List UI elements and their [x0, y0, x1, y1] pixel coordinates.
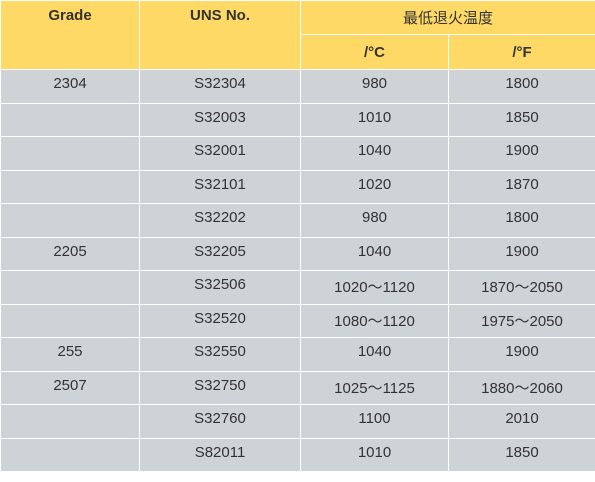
grade-cell: 2205 [0, 236, 140, 271]
table-row: S32760 1100 2010 [0, 404, 595, 439]
table-row: 255 S32550 1040 1900 [0, 337, 595, 372]
table-row: 2205 S32205 1040 1900 [0, 236, 595, 271]
uns-cell: S32202 [139, 203, 301, 238]
celsius-cell: 1010 [300, 437, 449, 472]
celsius-cell: 1100 [300, 404, 449, 439]
header-uns-no: UNS No. [139, 0, 301, 70]
uns-cell: S32003 [139, 102, 301, 137]
celsius-cell: 1040 [300, 337, 449, 372]
table-row: S82011 1010 1850 [0, 437, 595, 472]
uns-cell: S32760 [139, 404, 301, 439]
celsius-cell: 1025～1125 [300, 370, 449, 405]
annealing-temperature-table: Grade UNS No. 最低退火温度 /°C /°F 2304 S32304… [0, 0, 595, 472]
uns-cell: S32304 [139, 69, 301, 104]
grade-cell [0, 404, 140, 439]
uns-cell: S32520 [139, 303, 301, 338]
header-min-annealing-temp: 最低退火温度 [299, 0, 595, 35]
celsius-cell: 1010 [300, 102, 449, 137]
fahrenheit-cell: 1900 [447, 136, 595, 171]
fahrenheit-cell: 2010 [447, 404, 595, 439]
grade-cell [0, 102, 140, 137]
uns-cell: S32001 [139, 136, 301, 171]
fahrenheit-cell: 1850 [447, 437, 595, 472]
header-grade: Grade [0, 0, 140, 70]
fahrenheit-cell: 1900 [447, 337, 595, 372]
fahrenheit-cell: 1870 [447, 169, 595, 204]
fahrenheit-cell: 1850 [447, 102, 595, 137]
fahrenheit-cell: 1880～2060 [447, 370, 595, 405]
grade-cell: 2304 [0, 69, 140, 104]
table-row: 2304 S32304 980 1800 [0, 69, 595, 104]
table-row: S32506 1020～1120 1870～2050 [0, 270, 595, 305]
table-row: S32202 980 1800 [0, 203, 595, 238]
header-unit-celsius: /°C [300, 34, 449, 70]
celsius-cell: 1080～1120 [300, 303, 449, 338]
table-row: S32001 1040 1900 [0, 136, 595, 171]
celsius-cell: 1040 [300, 136, 449, 171]
uns-cell: S32101 [139, 169, 301, 204]
uns-cell: S32205 [139, 236, 301, 271]
fahrenheit-cell: 1975～2050 [447, 303, 595, 338]
uns-cell: S32506 [139, 270, 301, 305]
celsius-cell: 1020～1120 [300, 270, 449, 305]
grade-cell [0, 203, 140, 238]
celsius-cell: 980 [300, 69, 449, 104]
table-row: 2507 S32750 1025～1125 1880～2060 [0, 370, 595, 405]
uns-cell: S32750 [139, 370, 301, 405]
grade-cell [0, 270, 140, 305]
grade-cell [0, 437, 140, 472]
grade-cell: 2507 [0, 370, 140, 405]
grade-cell [0, 169, 140, 204]
fahrenheit-cell: 1900 [447, 236, 595, 271]
grade-cell: 255 [0, 337, 140, 372]
celsius-cell: 980 [300, 203, 449, 238]
uns-cell: S32550 [139, 337, 301, 372]
celsius-cell: 1040 [300, 236, 449, 271]
uns-cell: S82011 [139, 437, 301, 472]
fahrenheit-cell: 1870～2050 [447, 270, 595, 305]
table-row: S32003 1010 1850 [0, 102, 595, 137]
table-row: S32101 1020 1870 [0, 169, 595, 204]
fahrenheit-cell: 1800 [447, 69, 595, 104]
celsius-cell: 1020 [300, 169, 449, 204]
fahrenheit-cell: 1800 [447, 203, 595, 238]
grade-cell [0, 303, 140, 338]
header-unit-fahrenheit: /°F [447, 34, 595, 70]
grade-cell [0, 136, 140, 171]
table-row: S32520 1080～1120 1975～2050 [0, 303, 595, 338]
